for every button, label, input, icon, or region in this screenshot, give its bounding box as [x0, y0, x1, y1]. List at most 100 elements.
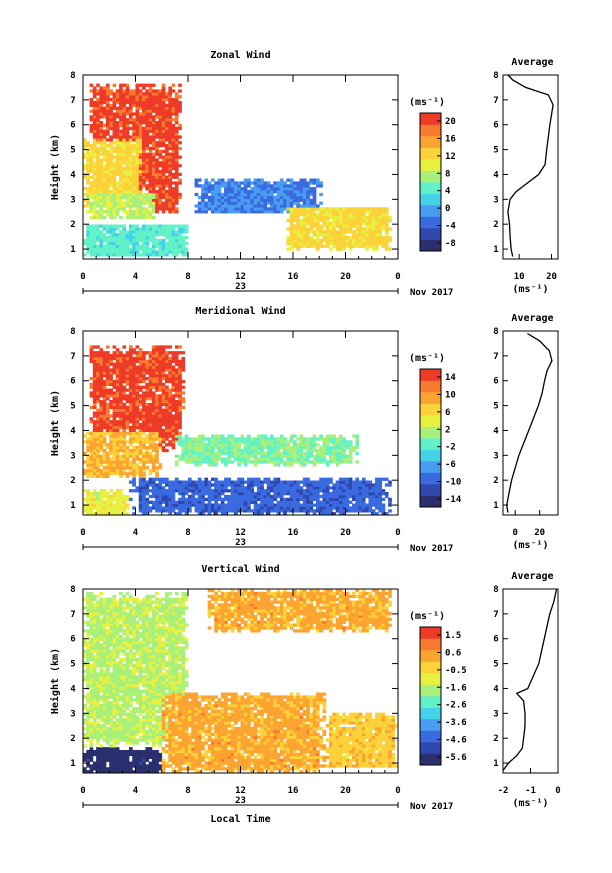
- heatmap-cell: [158, 253, 163, 257]
- heatmap-cell: [151, 135, 156, 139]
- heatmap-cell: [240, 494, 245, 499]
- heatmap-cell: [384, 224, 389, 228]
- heatmap-cell: [119, 236, 123, 240]
- heatmap-cell: [115, 457, 120, 461]
- heatmap-cell: [125, 121, 130, 125]
- heatmap-cell: [378, 218, 382, 223]
- heatmap-cell: [115, 354, 120, 358]
- heatmap-cell: [299, 434, 304, 438]
- heatmap-cell: [99, 497, 104, 502]
- heatmap-cell: [109, 500, 113, 504]
- heatmap-cell: [138, 89, 143, 93]
- heatmap-cell: [99, 356, 104, 361]
- heatmap-cell: [105, 460, 110, 464]
- heatmap-cell: [204, 480, 209, 484]
- heatmap-cell: [178, 123, 182, 128]
- heatmap-cell: [135, 489, 140, 493]
- heatmap-cell: [233, 483, 238, 487]
- heatmap-cell: [217, 446, 222, 450]
- heatmap-cell: [128, 201, 133, 205]
- heatmap-cell: [109, 135, 113, 139]
- colorbar-segment: [420, 170, 441, 183]
- heatmap-cell: [250, 195, 255, 200]
- heatmap-cell: [119, 460, 123, 464]
- heatmap-cell: [135, 469, 140, 473]
- heatmap-cell: [109, 503, 113, 507]
- heatmap-cell: [112, 181, 117, 185]
- heatmap-cell: [142, 224, 146, 228]
- heatmap-cell: [325, 460, 330, 464]
- heatmap-cell: [302, 500, 307, 504]
- heatmap-cell: [306, 437, 310, 441]
- heatmap-cell: [89, 382, 94, 387]
- heatmap-cell: [125, 92, 130, 96]
- heatmap-cell: [174, 477, 179, 481]
- heatmap-cell: [142, 192, 146, 197]
- heatmap-cell: [109, 443, 113, 447]
- heatmap-cell: [128, 460, 133, 464]
- heatmap-cell: [299, 506, 304, 510]
- heatmap-cell: [348, 241, 353, 246]
- heatmap-cell: [355, 213, 360, 217]
- heatmap-cell: [135, 454, 140, 458]
- heatmap-cell: [197, 201, 202, 205]
- heatmap-cell: [352, 215, 356, 220]
- heatmap-cell: [293, 218, 297, 223]
- heatmap-cell: [109, 195, 113, 200]
- heatmap-cell: [371, 224, 376, 228]
- heatmap-cell: [165, 175, 169, 179]
- heatmap-cell: [342, 233, 346, 237]
- heatmap-cell: [112, 365, 117, 369]
- heatmap-cell: [210, 184, 215, 188]
- heatmap-cell: [138, 158, 143, 162]
- heatmap-cell: [253, 446, 258, 450]
- heatmap-cell: [293, 210, 297, 214]
- heatmap-cell: [306, 454, 310, 458]
- heatmap-cell: [325, 443, 330, 447]
- heatmap-cell: [332, 244, 337, 248]
- heatmap-cell: [188, 457, 192, 461]
- heatmap-cell: [89, 492, 94, 496]
- heatmap-cell: [148, 443, 153, 447]
- heatmap-cell: [142, 175, 146, 179]
- heatmap-cell: [148, 98, 153, 102]
- heatmap-cell: [263, 454, 268, 458]
- heatmap-cell: [89, 351, 94, 355]
- heatmap-cell: [253, 184, 258, 188]
- heatmap-cell: [322, 230, 327, 234]
- heatmap-cell: [96, 359, 100, 364]
- heatmap-cell: [270, 207, 274, 211]
- heatmap-cell: [260, 506, 264, 510]
- heatmap-cell: [332, 437, 337, 441]
- heatmap-cell: [135, 377, 140, 381]
- heatmap-cell: [112, 155, 117, 159]
- heatmap-cell: [322, 448, 327, 453]
- heatmap-cell: [165, 121, 169, 125]
- heatmap-cell: [119, 400, 123, 404]
- heatmap-cell: [119, 155, 123, 159]
- heatmap-cell: [92, 123, 97, 128]
- heatmap-cell: [135, 451, 140, 456]
- heatmap-cell: [138, 365, 143, 369]
- heatmap-cell: [204, 483, 209, 487]
- heatmap-cell: [151, 463, 156, 467]
- heatmap-cell: [270, 480, 274, 484]
- heatmap-cell: [89, 247, 94, 251]
- heatmap-cell: [115, 351, 120, 355]
- heatmap-cell: [89, 144, 94, 148]
- heatmap-cell: [86, 454, 90, 458]
- heatmap-cell: [355, 210, 360, 214]
- heatmap-cell: [122, 500, 127, 504]
- heatmap-cell: [296, 500, 300, 504]
- heatmap-cell: [188, 454, 192, 458]
- heatmap-cell: [142, 411, 146, 415]
- heatmap-cell: [145, 377, 150, 381]
- heatmap-cell: [148, 230, 153, 234]
- heatmap-cell: [168, 512, 172, 516]
- heatmap-cell: [220, 457, 225, 461]
- heatmap-cell: [155, 149, 159, 154]
- heatmap-cell: [145, 362, 150, 366]
- heatmap-cell: [142, 503, 146, 507]
- heatmap-cell: [358, 238, 363, 243]
- heatmap-cell: [247, 443, 251, 447]
